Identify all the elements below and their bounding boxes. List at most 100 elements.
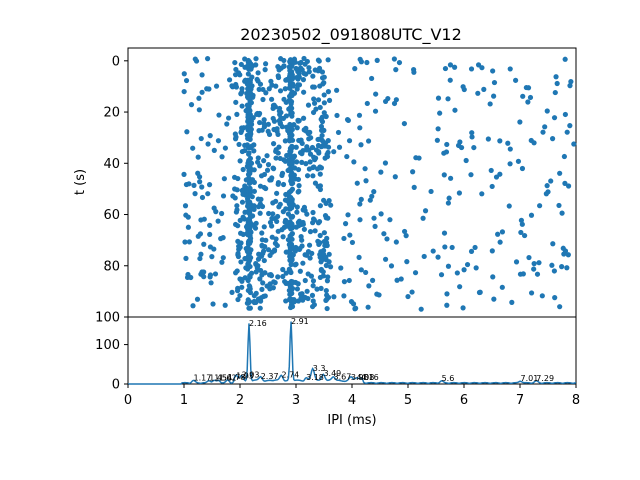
raster-point <box>297 291 304 297</box>
raster-point <box>298 234 304 240</box>
raster-point <box>246 253 252 259</box>
raster-point <box>306 242 313 248</box>
raster-point <box>245 71 251 77</box>
raster-point <box>461 267 467 273</box>
raster-point <box>262 243 268 250</box>
raster-point <box>304 288 310 294</box>
raster-point <box>460 84 466 90</box>
raster-point <box>346 277 352 284</box>
raster-point <box>362 166 368 172</box>
raster-point <box>324 305 330 312</box>
raster-point <box>559 264 565 270</box>
raster-point <box>185 271 191 278</box>
raster-point <box>388 263 395 269</box>
raster-point <box>471 144 477 151</box>
raster-point <box>206 86 212 92</box>
raster-point <box>401 120 407 127</box>
raster-point <box>331 149 337 155</box>
raster-point <box>251 179 257 185</box>
raster-point <box>259 203 266 210</box>
raster-point <box>321 197 327 203</box>
raster-point <box>318 116 324 122</box>
raster-point <box>230 193 236 199</box>
raster-point <box>266 210 272 217</box>
raster-point <box>469 130 475 136</box>
raster-point <box>391 56 397 62</box>
raster-point <box>446 195 452 201</box>
raster-point <box>248 118 254 124</box>
raster-point <box>294 125 300 131</box>
raster-point <box>341 293 347 299</box>
raster-point <box>244 63 251 69</box>
raster-point <box>205 141 211 147</box>
raster-point <box>245 297 251 303</box>
raster-point <box>441 172 447 178</box>
raster-point <box>234 111 240 117</box>
raster-point <box>518 229 524 236</box>
raster-point <box>309 144 316 151</box>
raster-point <box>358 267 364 273</box>
raster-point <box>326 259 332 265</box>
raster-point <box>457 284 463 290</box>
raster-point <box>562 180 568 186</box>
raster-point <box>288 261 294 268</box>
raster-point <box>278 109 284 116</box>
raster-point <box>456 190 462 196</box>
raster-point <box>306 69 312 75</box>
raster-point <box>401 228 408 235</box>
raster-point <box>305 130 311 137</box>
raster-point <box>297 245 303 252</box>
raster-point <box>410 169 416 175</box>
raster-point <box>294 209 300 215</box>
raster-point <box>268 78 274 84</box>
raster-point <box>296 188 302 194</box>
raster-point <box>358 196 364 202</box>
raster-point <box>301 226 307 232</box>
raster-point <box>207 272 214 278</box>
raster-point <box>299 151 305 157</box>
raster-point <box>234 288 241 294</box>
raster-point <box>255 155 261 161</box>
raster-point <box>249 83 255 89</box>
raster-point <box>258 196 264 202</box>
raster-point <box>293 279 299 286</box>
raster-point <box>311 96 317 102</box>
raster-point <box>266 131 273 138</box>
raster-point <box>442 65 449 72</box>
peak-label: 3.3 <box>313 364 326 373</box>
raster-point <box>353 305 359 311</box>
raster-point <box>527 94 534 101</box>
raster-point <box>287 148 293 155</box>
raster-point <box>311 100 318 106</box>
raster-point <box>277 88 284 94</box>
raster-point <box>271 102 277 108</box>
raster-point <box>183 181 190 188</box>
raster-point <box>251 203 257 209</box>
raster-point <box>265 247 272 253</box>
raster-point <box>298 59 304 66</box>
raster-y-tick-label: 80 <box>103 259 120 274</box>
raster-point <box>280 266 286 273</box>
raster-point <box>226 77 233 83</box>
raster-point <box>288 194 294 201</box>
raster-point <box>317 186 323 193</box>
raster-y-ticks: 0 20 40 60 80 100 <box>95 54 128 326</box>
raster-point <box>531 140 537 146</box>
raster-point <box>310 283 316 289</box>
histogram-axes: 2.16 2.913.33.492.742.031.93 2.37 3.67 3.984… <box>95 316 580 428</box>
raster-point <box>182 239 188 245</box>
raster-point <box>253 290 259 296</box>
raster-point <box>334 87 340 93</box>
raster-point <box>391 100 398 107</box>
raster-point <box>197 179 203 185</box>
raster-point <box>393 67 399 73</box>
raster-point <box>411 184 417 190</box>
histogram-y-ticks: 0 100 <box>95 338 128 393</box>
raster-point <box>528 290 535 296</box>
raster-point <box>245 198 251 204</box>
raster-point <box>259 272 265 278</box>
raster-point <box>341 235 347 242</box>
raster-point <box>244 223 251 230</box>
raster-point <box>542 124 548 130</box>
raster-point <box>273 236 279 242</box>
